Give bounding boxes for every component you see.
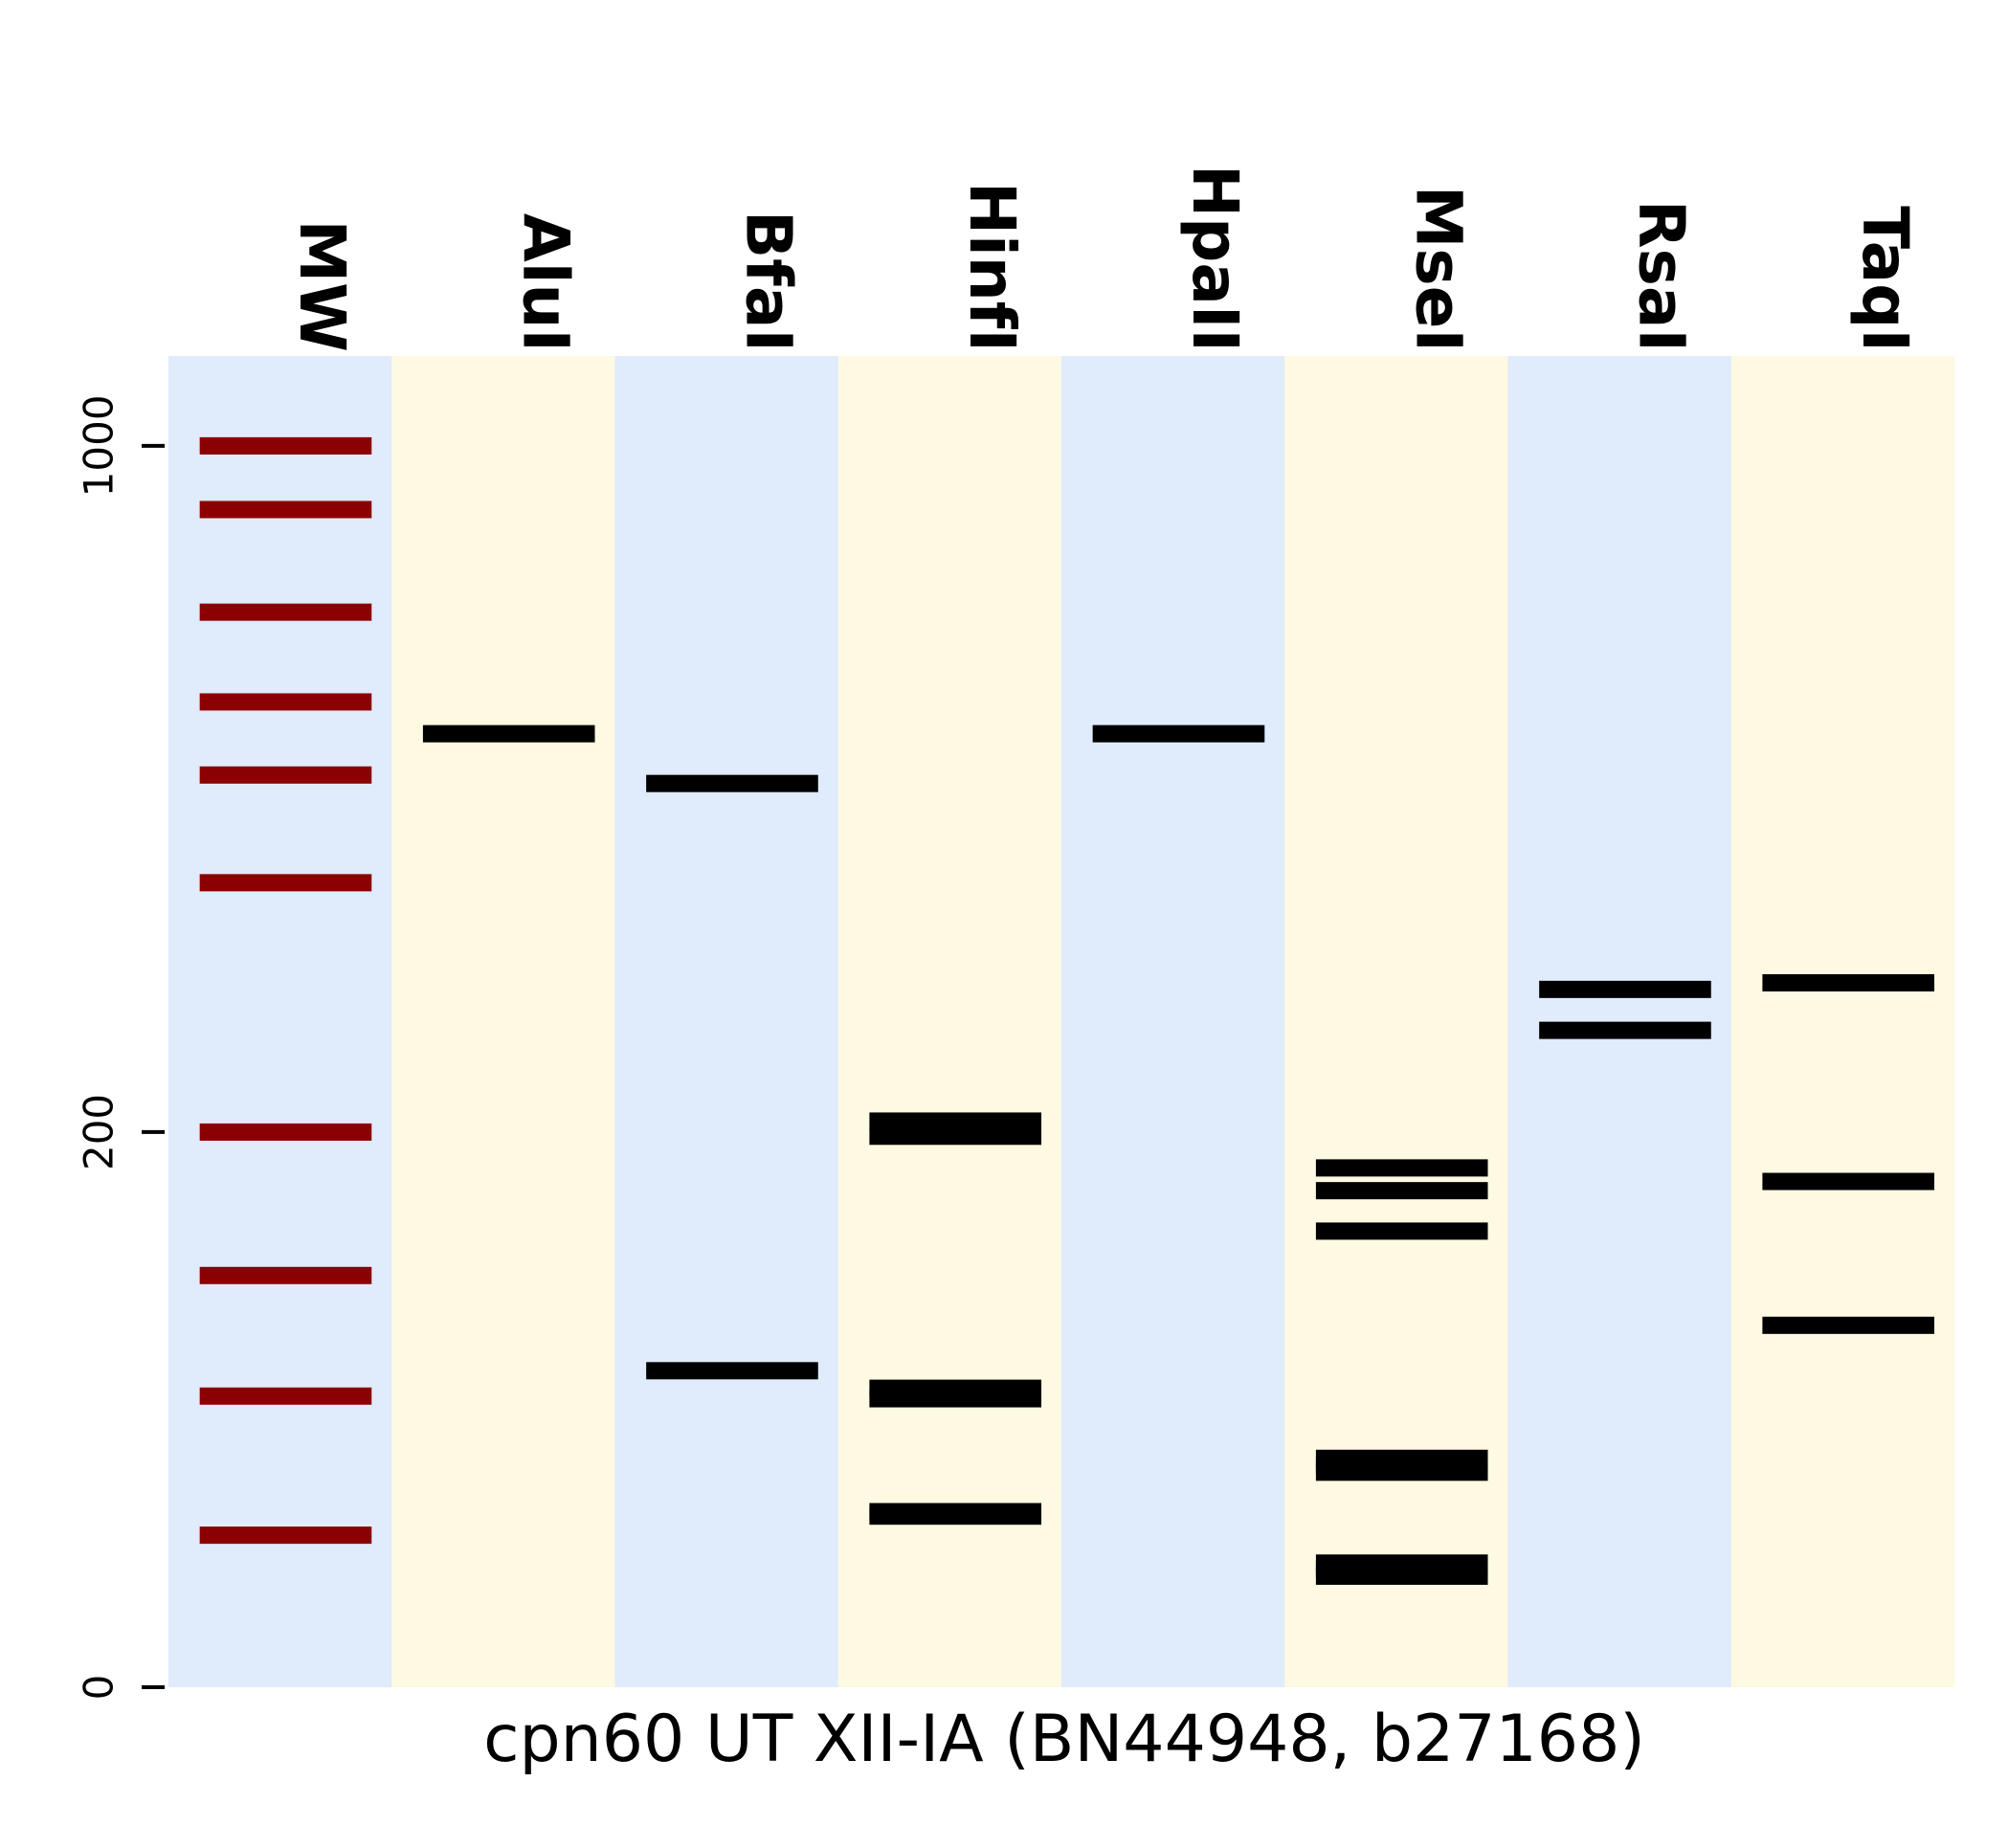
band bbox=[1762, 1172, 1935, 1191]
lane-label: TaqI bbox=[1848, 206, 1922, 352]
marker-band bbox=[199, 874, 372, 892]
lane-label: MseI bbox=[1401, 186, 1475, 352]
band bbox=[1762, 973, 1935, 991]
lane-label: AluI bbox=[508, 213, 582, 352]
band bbox=[1092, 724, 1265, 743]
lane-label: BfaI bbox=[732, 211, 806, 352]
lane-background bbox=[168, 356, 392, 1687]
lane-label: MW bbox=[285, 220, 359, 352]
marker-band bbox=[199, 766, 372, 784]
band bbox=[1315, 1567, 1488, 1585]
lane-backgrounds bbox=[168, 356, 1955, 1687]
lane-background bbox=[1507, 356, 1732, 1687]
lane-label: HpaII bbox=[1178, 165, 1252, 352]
lane-background bbox=[1061, 356, 1285, 1687]
lane-label: RsaI bbox=[1625, 200, 1699, 352]
lane-label: HinfI bbox=[955, 182, 1029, 352]
marker-band bbox=[199, 1266, 372, 1284]
marker-band bbox=[199, 603, 372, 621]
marker-band bbox=[199, 1123, 372, 1141]
band bbox=[869, 1507, 1042, 1525]
band bbox=[1315, 1222, 1488, 1240]
band bbox=[1315, 1463, 1488, 1481]
band bbox=[869, 1112, 1042, 1130]
lane-background bbox=[391, 356, 615, 1687]
marker-band bbox=[199, 1526, 372, 1545]
y-tick-label: 1000 bbox=[76, 394, 123, 497]
y-axis: 0 200 1000 bbox=[76, 394, 165, 1701]
lane-background bbox=[1730, 356, 1955, 1687]
marker-band bbox=[199, 436, 372, 455]
band bbox=[646, 1362, 818, 1380]
band bbox=[422, 724, 595, 743]
band bbox=[1315, 1159, 1488, 1177]
band bbox=[1539, 1021, 1711, 1039]
marker-band bbox=[199, 1387, 372, 1405]
lane-labels: MW AluI BfaI HinfI HpaII MseI RsaI TaqI bbox=[285, 165, 1922, 352]
bands bbox=[199, 436, 1935, 1585]
lane-background bbox=[837, 356, 1062, 1687]
marker-band bbox=[199, 693, 372, 711]
x-axis-label: cpn60 UT XII-IA (BN44948, b27168) bbox=[483, 1702, 1645, 1777]
band bbox=[646, 774, 818, 792]
y-tick-label: 0 bbox=[76, 1675, 123, 1701]
band bbox=[869, 1127, 1042, 1146]
band bbox=[1315, 1182, 1488, 1200]
lane-background bbox=[614, 356, 839, 1687]
y-tick-label: 200 bbox=[76, 1094, 123, 1170]
band bbox=[1539, 980, 1711, 998]
band bbox=[1762, 1316, 1935, 1334]
lane-background bbox=[1284, 356, 1508, 1687]
marker-band bbox=[199, 501, 372, 519]
band bbox=[869, 1390, 1042, 1408]
